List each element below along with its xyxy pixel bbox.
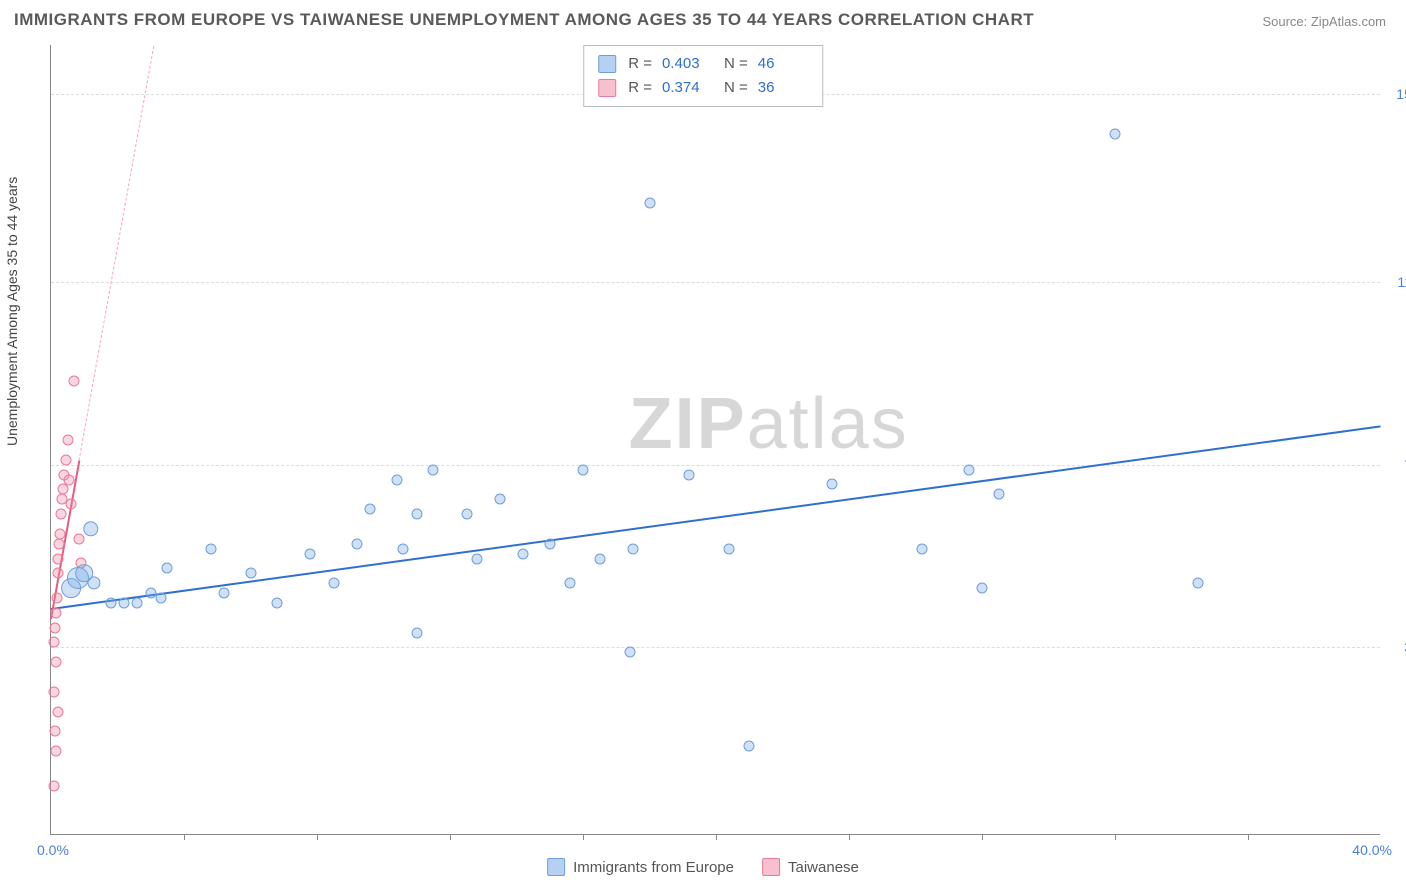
x-tick (849, 834, 850, 840)
data-point (644, 198, 655, 209)
watermark: ZIPatlas (629, 383, 909, 465)
data-point (917, 543, 928, 554)
data-point (744, 741, 755, 752)
data-point (52, 568, 63, 579)
data-point (162, 563, 173, 574)
y-tick-label: 15.0% (1396, 86, 1406, 102)
data-point (205, 543, 216, 554)
data-point (411, 627, 422, 638)
data-point (52, 706, 63, 717)
gridline-h (51, 282, 1380, 283)
data-point (544, 538, 555, 549)
x-tick (716, 834, 717, 840)
data-point (83, 521, 98, 536)
swatch-pink (598, 79, 616, 97)
data-point (50, 607, 61, 618)
legend-row-blue: R = 0.403 N = 46 (598, 52, 808, 76)
data-point (51, 593, 62, 604)
data-point (428, 464, 439, 475)
data-point (272, 597, 283, 608)
trend-line (51, 425, 1381, 610)
gridline-h (51, 465, 1380, 466)
data-point (684, 469, 695, 480)
data-point (977, 583, 988, 594)
data-point (62, 435, 73, 446)
x-tick (583, 834, 584, 840)
data-point (245, 568, 256, 579)
trend-line (79, 45, 155, 460)
source-attribution: Source: ZipAtlas.com (1262, 14, 1386, 29)
legend-item-pink: Taiwanese (762, 858, 859, 876)
legend-item-blue: Immigrants from Europe (547, 858, 734, 876)
data-point (155, 593, 166, 604)
y-axis-label: Unemployment Among Ages 35 to 44 years (4, 177, 20, 446)
data-point (391, 474, 402, 485)
data-point (518, 548, 529, 559)
data-point (57, 484, 68, 495)
x-tick (184, 834, 185, 840)
x-tick (982, 834, 983, 840)
swatch-blue (547, 858, 565, 876)
chart-title: IMMIGRANTS FROM EUROPE VS TAIWANESE UNEM… (14, 10, 1034, 30)
data-point (494, 494, 505, 505)
data-point (49, 780, 60, 791)
data-point (624, 647, 635, 658)
data-point (49, 622, 60, 633)
data-point (132, 597, 143, 608)
gridline-h (51, 647, 1380, 648)
data-point (1193, 578, 1204, 589)
data-point (411, 509, 422, 520)
x-tick (317, 834, 318, 840)
data-point (993, 489, 1004, 500)
data-point (398, 543, 409, 554)
correlation-legend: R = 0.403 N = 46 R = 0.374 N = 36 (583, 45, 823, 107)
data-point (1110, 128, 1121, 139)
y-tick-label: 11.2% (1397, 274, 1406, 290)
data-point (53, 553, 64, 564)
data-point (88, 577, 101, 590)
data-point (54, 538, 65, 549)
data-point (564, 578, 575, 589)
swatch-blue (598, 55, 616, 73)
data-point (963, 464, 974, 475)
data-point (594, 553, 605, 564)
data-point (105, 597, 116, 608)
data-point (60, 454, 71, 465)
data-point (69, 375, 80, 386)
data-point (218, 588, 229, 599)
x-tick (1115, 834, 1116, 840)
data-point (351, 538, 362, 549)
data-point (724, 543, 735, 554)
data-point (49, 686, 60, 697)
data-point (328, 578, 339, 589)
data-point (461, 509, 472, 520)
data-point (50, 657, 61, 668)
data-point (49, 726, 60, 737)
series-legend: Immigrants from Europe Taiwanese (547, 858, 859, 876)
swatch-pink (762, 858, 780, 876)
data-point (64, 474, 75, 485)
legend-row-pink: R = 0.374 N = 36 (598, 76, 808, 100)
data-point (49, 637, 60, 648)
data-point (305, 548, 316, 559)
data-point (827, 479, 838, 490)
scatter-plot-area: ZIPatlas 0.0% 40.0% 3.8%7.5%11.2%15.0% (50, 45, 1380, 835)
x-tick (1248, 834, 1249, 840)
data-point (578, 464, 589, 475)
x-axis-origin: 0.0% (37, 842, 69, 858)
data-point (627, 543, 638, 554)
data-point (65, 499, 76, 510)
data-point (119, 597, 130, 608)
x-tick (450, 834, 451, 840)
data-point (50, 746, 61, 757)
data-point (55, 509, 66, 520)
data-point (55, 528, 66, 539)
data-point (471, 553, 482, 564)
x-axis-max: 40.0% (1352, 842, 1392, 858)
data-point (74, 533, 85, 544)
data-point (365, 504, 376, 515)
